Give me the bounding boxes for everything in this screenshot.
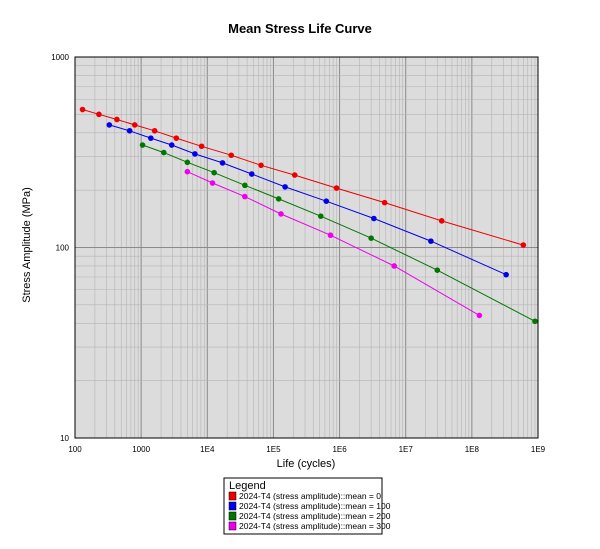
legend-box (223, 477, 383, 535)
tick-labels: 100 1000 1E4 1E5 1E6 1E7 1E8 1E9 10 100 1000 (51, 53, 545, 454)
data-point (173, 135, 180, 141)
data-point (428, 238, 434, 244)
data-point (131, 122, 138, 128)
data-point (198, 143, 205, 150)
data-point (211, 169, 217, 176)
grid (75, 57, 538, 438)
series-line-0 (82, 109, 524, 246)
x-tick-label: 1E4 (200, 445, 215, 454)
data-point (333, 185, 340, 191)
data-point (184, 168, 191, 175)
y-tick-label: 1000 (51, 53, 69, 62)
data-point (228, 152, 235, 159)
data-point (476, 312, 483, 319)
data-point (209, 180, 216, 186)
legend-entry: 2024-T4 (stress amplitude)::mean = 100 (239, 501, 391, 511)
x-tick-label: 1E8 (465, 445, 480, 454)
x-tick-label: 1E7 (399, 445, 414, 454)
x-tick-label: 100 (68, 445, 82, 454)
legend-swatch (228, 511, 237, 521)
data-point (434, 267, 441, 274)
data-point (278, 211, 284, 217)
data-point (327, 232, 334, 239)
data-point (438, 218, 445, 224)
x-tick-label: 1E9 (531, 445, 546, 454)
data-point (184, 159, 191, 166)
data-point (381, 199, 388, 206)
data-point (96, 111, 102, 118)
data-point (248, 171, 255, 177)
data-point (160, 149, 167, 156)
data-point (258, 162, 264, 169)
series-line-2 (142, 144, 536, 322)
y-tick-label: 100 (56, 244, 70, 253)
data-point (126, 127, 133, 134)
chart-title: Mean Stress Life Curve (228, 21, 372, 36)
legend-swatch (228, 521, 237, 531)
legend-swatch (228, 501, 237, 511)
data-point (148, 135, 154, 141)
x-tick-label: 1000 (132, 445, 150, 454)
legend-items: 2024-T4 (stress amplitude)::mean = 02024… (228, 491, 391, 531)
data-point (242, 182, 248, 189)
data-point (317, 213, 324, 219)
data-point (168, 142, 175, 148)
data-point (532, 318, 538, 325)
data-point (282, 184, 288, 190)
data-point (114, 116, 120, 123)
data-point (520, 242, 527, 248)
legend-title: Legend (229, 480, 266, 492)
series-line-1 (109, 124, 507, 276)
x-axis-label: Life (cycles) (277, 458, 336, 470)
data-point (323, 198, 330, 205)
legend-entry: 2024-T4 (stress amplitude)::mean = 0 (239, 491, 381, 501)
data-point (219, 160, 226, 166)
data-point (371, 215, 377, 222)
data-point (503, 271, 509, 278)
x-tick-label: 1E6 (332, 445, 347, 454)
data-point (242, 193, 248, 200)
y-tick-label: 10 (60, 434, 69, 443)
data-point (291, 172, 298, 178)
data-point (275, 196, 282, 202)
legend-entry: 2024-T4 (stress amplitude)::mean = 200 (239, 511, 391, 521)
data-point (391, 263, 398, 269)
data-point (106, 122, 113, 128)
plot-frame (74, 56, 539, 439)
data-point (192, 151, 198, 157)
data-point (139, 142, 146, 148)
legend: Legend 2024-T4 (stress amplitude)::mean … (223, 477, 391, 535)
legend-swatch (228, 491, 237, 501)
legend-entry: 2024-T4 (stress amplitude)::mean = 300 (239, 521, 391, 531)
data-point (151, 127, 158, 134)
x-tick-label: 1E5 (266, 445, 281, 454)
data-point (79, 106, 86, 113)
series-layer (79, 106, 538, 325)
y-axis-label: Stress Amplitude (MPa) (21, 187, 33, 303)
data-point (368, 235, 374, 241)
